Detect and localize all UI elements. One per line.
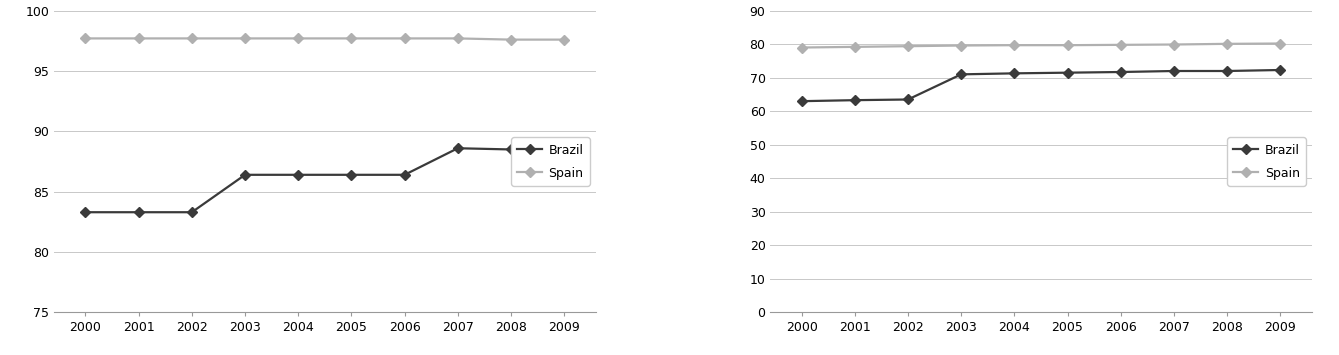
Brazil xyxy=(291,173,307,177)
Spain xyxy=(78,36,94,40)
Spain xyxy=(503,38,520,42)
Spain xyxy=(1272,42,1288,46)
Spain xyxy=(900,44,916,48)
Spain xyxy=(1007,43,1023,47)
Spain xyxy=(953,43,969,48)
Brazil xyxy=(1113,70,1129,74)
Spain xyxy=(396,36,412,40)
Brazil xyxy=(1272,68,1288,72)
Brazil xyxy=(794,99,810,103)
Brazil xyxy=(556,146,572,151)
Spain xyxy=(1218,42,1235,46)
Line: Brazil: Brazil xyxy=(82,145,568,216)
Line: Spain: Spain xyxy=(82,35,568,43)
Brazil xyxy=(131,210,147,214)
Brazil xyxy=(78,210,94,214)
Legend: Brazil, Spain: Brazil, Spain xyxy=(1228,137,1306,186)
Legend: Brazil, Spain: Brazil, Spain xyxy=(511,137,590,186)
Brazil xyxy=(846,98,862,102)
Brazil xyxy=(343,173,359,177)
Brazil xyxy=(1007,71,1023,76)
Brazil xyxy=(1166,69,1182,73)
Spain xyxy=(794,45,810,50)
Brazil xyxy=(1218,69,1235,73)
Spain xyxy=(1113,43,1129,47)
Brazil xyxy=(237,173,253,177)
Spain xyxy=(846,45,862,49)
Spain xyxy=(343,36,359,40)
Line: Brazil: Brazil xyxy=(798,66,1284,105)
Line: Spain: Spain xyxy=(798,40,1284,51)
Brazil xyxy=(503,147,520,152)
Brazil xyxy=(953,72,969,76)
Spain xyxy=(556,38,572,42)
Spain xyxy=(450,36,466,40)
Brazil xyxy=(1059,71,1075,75)
Brazil xyxy=(900,97,916,102)
Spain xyxy=(1059,43,1075,47)
Spain xyxy=(291,36,307,40)
Brazil xyxy=(183,210,200,214)
Brazil xyxy=(396,173,412,177)
Spain xyxy=(183,36,200,40)
Spain xyxy=(131,36,147,40)
Spain xyxy=(1166,42,1182,47)
Spain xyxy=(237,36,253,40)
Brazil xyxy=(450,146,466,151)
